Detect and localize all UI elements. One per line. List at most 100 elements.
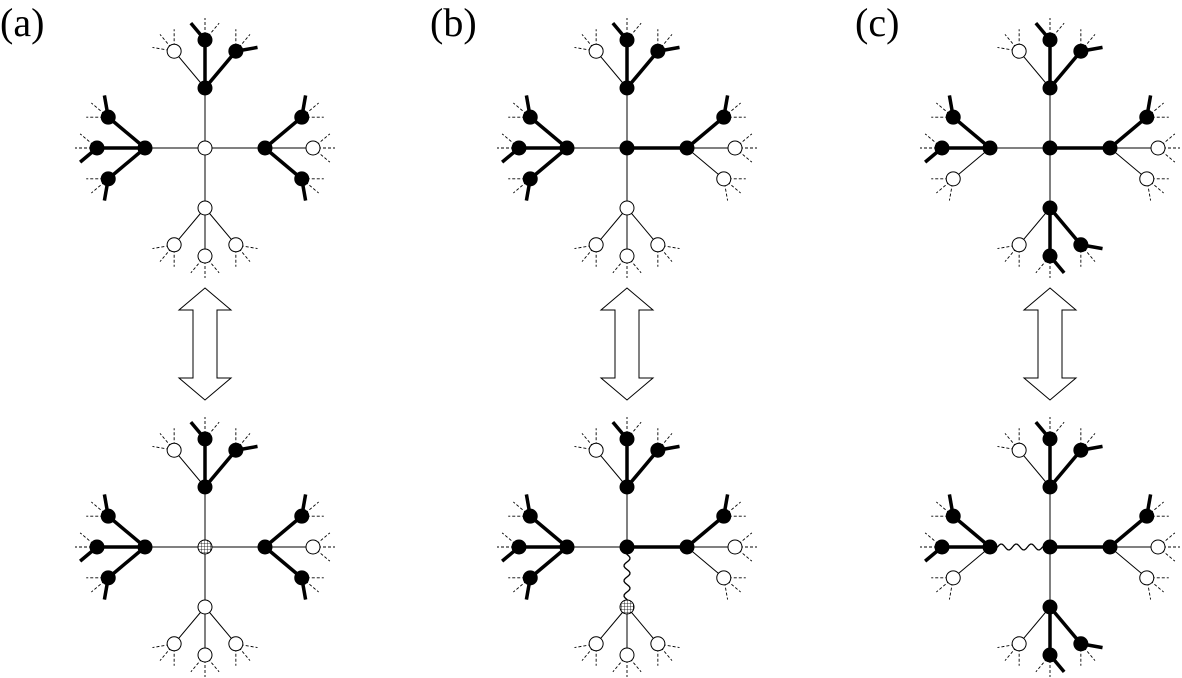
node (619, 479, 635, 495)
edge (263, 146, 303, 181)
dashed-stub (734, 147, 753, 163)
node (1042, 32, 1058, 48)
node (619, 248, 635, 264)
dashed-stub (513, 102, 531, 118)
dashed-stub (235, 643, 251, 661)
dashed-stub (91, 577, 109, 593)
dashed-stub (1146, 102, 1164, 118)
node (1139, 109, 1155, 125)
dashed-stub (581, 244, 597, 262)
node (1011, 237, 1027, 253)
node (305, 140, 321, 156)
edge (685, 514, 725, 549)
node (1102, 140, 1118, 156)
edge (1018, 606, 1051, 645)
panel-label: (c) (855, 0, 899, 45)
dashed-stub (924, 133, 943, 149)
dashed-stub (204, 654, 220, 673)
dashed-stub (301, 178, 319, 194)
dashed-stub (1004, 244, 1020, 262)
node (1042, 539, 1058, 555)
node (197, 200, 213, 216)
dashed-stub (581, 433, 597, 451)
node (650, 442, 666, 458)
dashed-stub (997, 46, 1020, 52)
edge (952, 514, 992, 549)
node (559, 539, 575, 555)
node (197, 248, 213, 264)
edge (107, 545, 147, 580)
dashed-stub (1146, 501, 1164, 517)
dashed-stub (235, 643, 258, 649)
node (511, 140, 527, 156)
dashed-stub (581, 643, 597, 661)
node (1042, 80, 1058, 96)
dashed-stub (581, 34, 597, 52)
node (619, 647, 635, 663)
wavy-edge (990, 543, 1050, 551)
node (1073, 636, 1089, 652)
dashed-stub (1157, 133, 1176, 149)
dashed-stub (1157, 532, 1176, 548)
dashed-stub (574, 643, 597, 649)
node (228, 237, 244, 253)
edge (263, 545, 303, 580)
edge (952, 147, 991, 180)
node (619, 80, 635, 96)
edge (107, 514, 147, 549)
node (650, 636, 666, 652)
dashed-stub (152, 445, 175, 451)
edge (1018, 50, 1051, 89)
node (727, 539, 743, 555)
dashed-stub (612, 255, 628, 274)
dashed-stub (1080, 34, 1096, 52)
wavy-edge (623, 547, 631, 607)
node (166, 636, 182, 652)
dashed-stub (1146, 577, 1152, 600)
edge (625, 449, 660, 489)
edge (1048, 605, 1083, 645)
node (619, 140, 635, 156)
edge (595, 50, 628, 89)
dashed-stub (657, 643, 680, 649)
edge (626, 606, 659, 645)
node (522, 109, 538, 125)
edge (529, 146, 569, 181)
node (1042, 140, 1058, 156)
dashed-stub (159, 433, 175, 451)
dashed-stub (190, 654, 206, 673)
edge (529, 545, 569, 580)
dashed-stub (1035, 255, 1051, 274)
dashed-stub (657, 643, 673, 661)
node (1042, 599, 1058, 615)
node (511, 539, 527, 555)
dashed-stub (657, 433, 673, 451)
node (89, 539, 105, 555)
edge (686, 546, 725, 579)
node (1139, 570, 1155, 586)
node (650, 43, 666, 59)
node (619, 200, 635, 216)
edge (1018, 449, 1051, 488)
node (1042, 431, 1058, 447)
dashed-stub (513, 501, 531, 517)
node (1011, 43, 1027, 59)
node (945, 171, 961, 187)
edge (1048, 206, 1083, 246)
node (588, 636, 604, 652)
node (522, 171, 538, 187)
node (679, 539, 695, 555)
edge (1109, 546, 1148, 579)
edge (625, 50, 660, 90)
dashed-stub (1080, 244, 1096, 262)
dashed-stub (1146, 577, 1164, 593)
dashed-stub (734, 532, 753, 548)
node (619, 431, 635, 447)
node (197, 431, 213, 447)
dashed-stub (626, 22, 642, 41)
dashed-stub (936, 178, 954, 194)
node (1073, 237, 1089, 253)
dashed-stub (312, 546, 331, 562)
node (1011, 636, 1027, 652)
dashed-stub (312, 133, 331, 149)
